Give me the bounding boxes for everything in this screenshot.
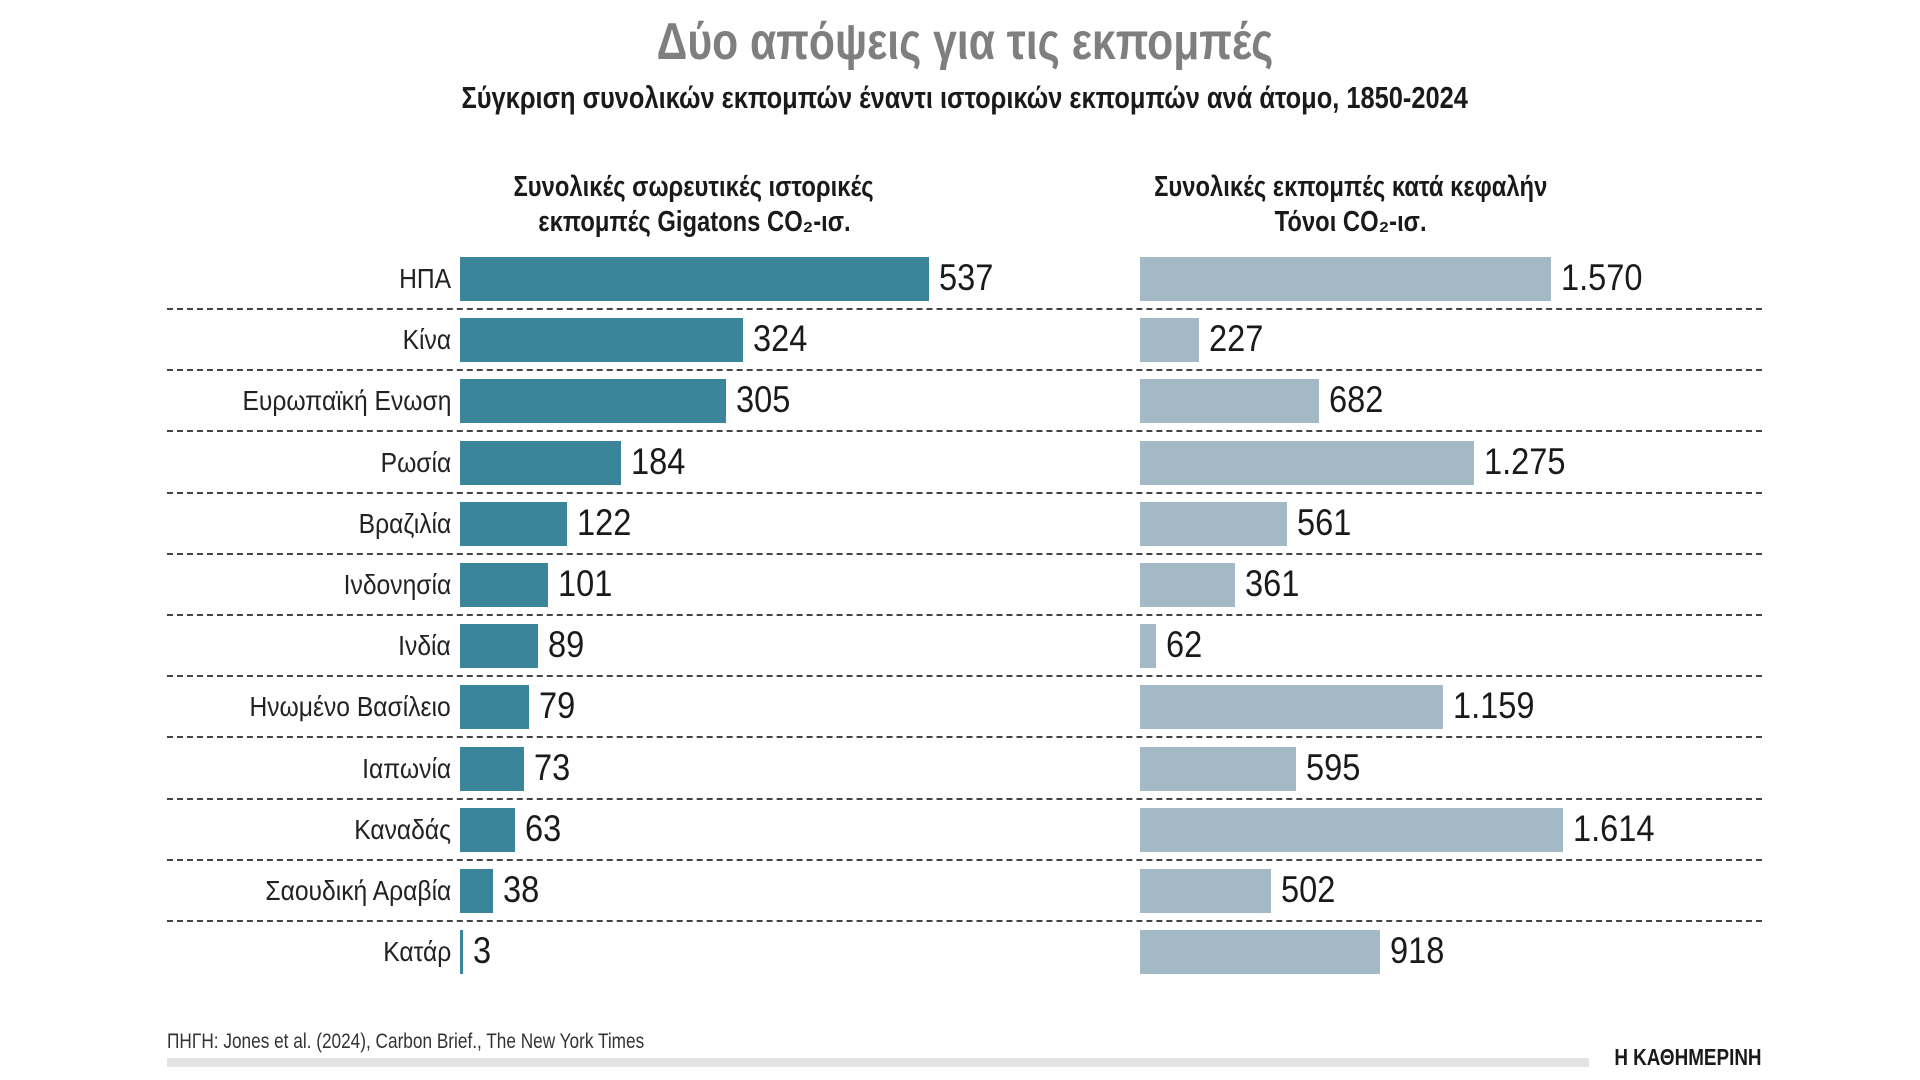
row-divider xyxy=(167,675,1762,678)
per-capita-value-label: 502 xyxy=(1281,869,1336,910)
cumulative-value-label: 537 xyxy=(939,257,994,298)
per-capita-value-label: 595 xyxy=(1305,746,1361,788)
row-divider xyxy=(167,797,1762,800)
per-capita-bar xyxy=(1140,746,1296,791)
cumulative-value-label: 324 xyxy=(752,318,808,360)
per-capita-bar xyxy=(1140,685,1444,730)
right-column-header: Συνολικές εκπομπές κατά κεφαλήν Τόνοι CO… xyxy=(1154,171,1548,238)
row-divider xyxy=(167,920,1762,922)
row-divider xyxy=(167,491,1762,494)
category-label: Σαουδική Αραβία xyxy=(265,875,451,906)
cumulative-bar xyxy=(460,624,538,669)
per-capita-bar xyxy=(1140,563,1235,607)
cumulative-value-label: 305 xyxy=(736,379,791,421)
per-capita-value-label: 1.570 xyxy=(1561,257,1643,298)
per-capita-value-label: 918 xyxy=(1390,930,1445,972)
chart-subtitle: Σύγκριση συνολικών εκπομπών έναντι ιστορ… xyxy=(461,80,1469,115)
row-divider xyxy=(167,552,1762,555)
per-capita-bar xyxy=(1140,869,1272,913)
cumulative-bar xyxy=(460,318,743,363)
per-capita-bar xyxy=(1140,807,1563,852)
cumulative-value-label: 89 xyxy=(547,624,584,666)
category-label: Ευρωπαϊκή Ενωση xyxy=(242,385,451,417)
cumulative-value-label: 101 xyxy=(558,563,613,604)
cumulative-value-label: 3 xyxy=(473,930,492,972)
cumulative-bar xyxy=(460,563,549,607)
footer-bar xyxy=(167,1058,1589,1067)
cumulative-bar xyxy=(460,440,621,485)
category-label: Κατάρ xyxy=(382,936,451,968)
cumulative-value-label: 79 xyxy=(538,685,576,727)
per-capita-bar xyxy=(1140,440,1474,485)
cumulative-bar xyxy=(460,930,463,975)
per-capita-value-label: 227 xyxy=(1209,318,1264,360)
row-divider xyxy=(167,308,1762,310)
category-label: ΗΠΑ xyxy=(398,263,451,294)
left-column-header: Συνολικές σωρευτικές ιστορικές εκπομπές … xyxy=(513,171,875,238)
category-label: Ηνωμένο Βασίλειο xyxy=(249,691,451,723)
category-label: Καναδάς xyxy=(354,813,451,845)
category-label: Ρωσία xyxy=(380,446,451,478)
row-divider xyxy=(167,369,1762,372)
per-capita-value-label: 1.159 xyxy=(1453,685,1535,727)
per-capita-value-label: 62 xyxy=(1166,624,1203,666)
category-label: Ινδονησία xyxy=(343,569,451,600)
cumulative-value-label: 184 xyxy=(630,440,686,482)
per-capita-bar xyxy=(1140,624,1157,669)
publisher-logo: Η ΚΑΘΗΜΕΡΙΝΗ xyxy=(1614,1044,1762,1070)
cumulative-value-label: 63 xyxy=(525,807,562,849)
row-divider xyxy=(167,736,1762,739)
per-capita-value-label: 1.614 xyxy=(1572,807,1654,849)
source-note: ΠΗΓΗ: Jones et al. (2024), Carbon Brief.… xyxy=(167,1030,645,1053)
per-capita-value-label: 561 xyxy=(1296,501,1352,543)
per-capita-value-label: 1.275 xyxy=(1483,440,1566,482)
cumulative-bar xyxy=(460,501,567,546)
cumulative-value-label: 122 xyxy=(576,501,631,543)
cumulative-bar xyxy=(460,379,727,424)
cumulative-bar xyxy=(460,869,494,913)
cumulative-bar xyxy=(460,807,516,852)
cumulative-bar xyxy=(460,685,529,730)
chart-title: Δύο απόψεις για τις εκπομπές xyxy=(656,13,1274,71)
category-label: Βραζιλία xyxy=(358,507,451,539)
cumulative-bar xyxy=(460,746,524,791)
category-label: Κίνα xyxy=(402,324,451,356)
per-capita-value-label: 682 xyxy=(1328,379,1383,421)
row-divider xyxy=(167,430,1762,433)
per-capita-bar xyxy=(1140,318,1200,363)
row-divider xyxy=(167,614,1762,616)
cumulative-value-label: 38 xyxy=(503,869,540,910)
cumulative-value-label: 73 xyxy=(533,746,570,788)
per-capita-value-label: 361 xyxy=(1244,563,1299,604)
category-label: Ιαπωνία xyxy=(361,752,451,784)
category-label: Ινδία xyxy=(398,630,451,662)
per-capita-bar xyxy=(1140,501,1287,546)
cumulative-bar xyxy=(460,257,929,301)
per-capita-bar xyxy=(1140,257,1551,301)
per-capita-bar xyxy=(1140,930,1381,975)
row-divider xyxy=(167,858,1762,861)
per-capita-bar xyxy=(1140,379,1319,424)
